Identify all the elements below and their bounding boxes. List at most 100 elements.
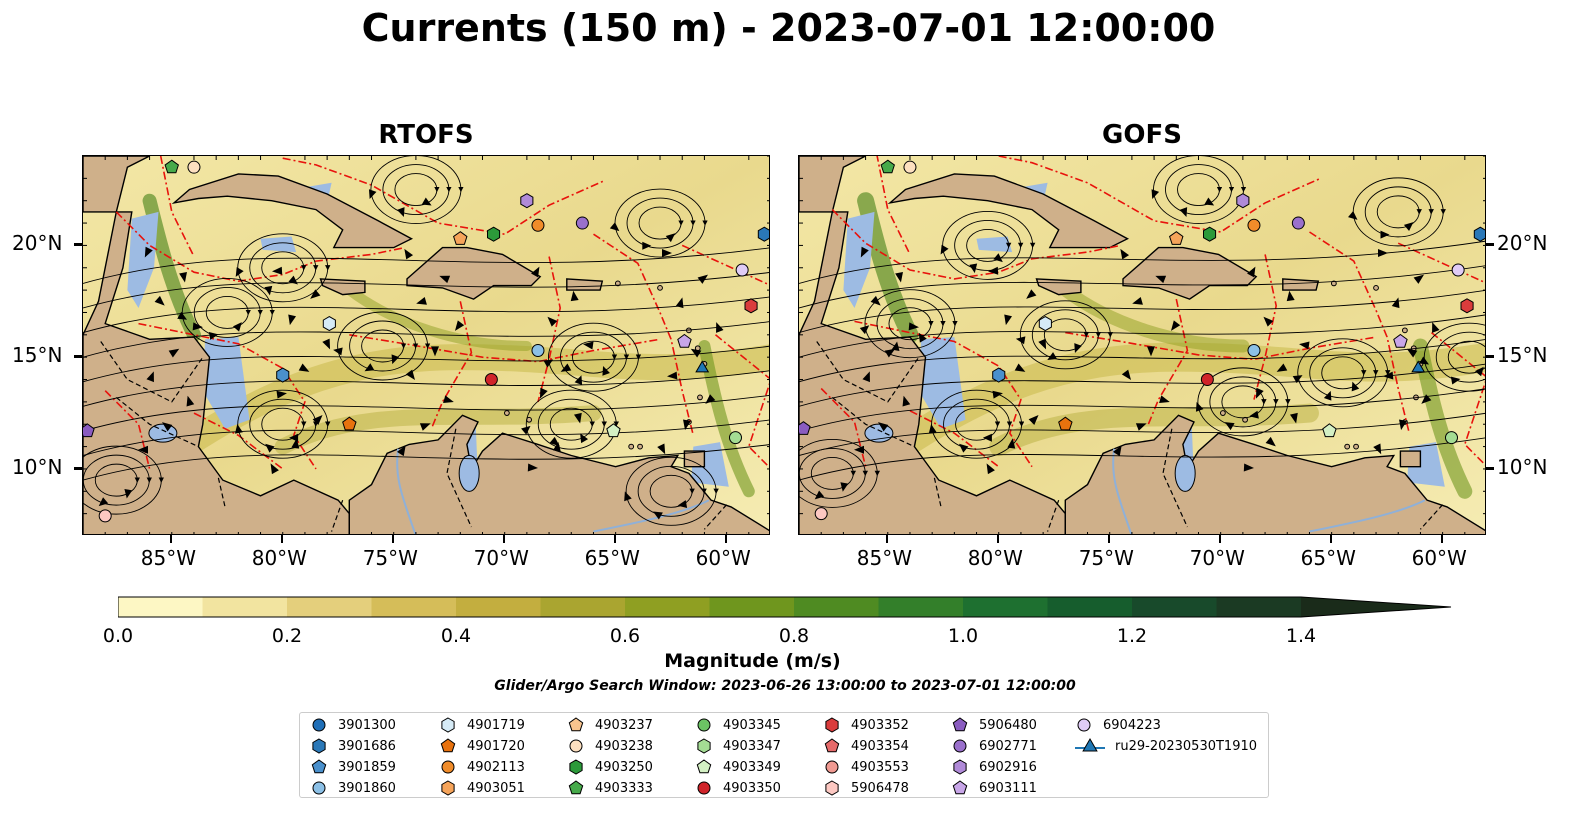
country-border-4	[446, 428, 472, 528]
streamline-arrow	[208, 331, 219, 340]
streamline-arrow	[1179, 207, 1188, 217]
streamline-eddy-5-3	[370, 156, 464, 224]
streamline-arrow	[1348, 211, 1358, 220]
streamline-arrow	[1421, 394, 1432, 404]
streamline-arrow	[895, 271, 903, 283]
legend-shape	[441, 760, 455, 774]
legend-shape	[569, 759, 583, 775]
legend-marker-icon	[953, 739, 967, 753]
eez-boundary-11	[998, 156, 1321, 233]
streamline-arrow	[1028, 415, 1039, 425]
legend-label: 4902113	[467, 759, 525, 775]
streamline-eddy-8-2	[876, 298, 946, 350]
float-marker-14	[1200, 373, 1214, 387]
legend-item: 4903333	[565, 778, 653, 798]
eez-boundary-0	[831, 209, 1121, 280]
legend-item: 4903350	[693, 778, 781, 798]
trinidad-land	[683, 450, 706, 468]
float-marker-8	[1451, 263, 1465, 277]
legend-label: 6902916	[979, 759, 1037, 775]
streamline-arrow	[560, 363, 572, 372]
streamline-flow-2	[799, 388, 1485, 432]
streamline-arrow	[186, 395, 195, 407]
colorbar-tick-label: 1.4	[1285, 625, 1317, 647]
legend-label: 4903354	[851, 738, 909, 754]
streamline-arrow	[1383, 371, 1394, 380]
streamline-arrow	[531, 266, 540, 278]
streamline-arrow	[443, 395, 454, 404]
streamline-arrow	[1004, 314, 1013, 326]
streamline-arrow	[404, 248, 414, 260]
legend-label: 4901720	[467, 738, 525, 754]
island-10	[637, 443, 643, 450]
streamline-flow-5	[83, 321, 769, 358]
legend-shape	[441, 717, 455, 733]
streamline-flow-1	[83, 419, 769, 456]
streamline-eddy-3-3	[1297, 338, 1391, 408]
legend-label: 4903553	[851, 759, 909, 775]
float-marker-5	[487, 226, 501, 242]
streamline-arrow	[192, 322, 203, 331]
shallow-water-0	[843, 211, 875, 308]
float-marker-12	[531, 343, 545, 357]
eez-boundary-1	[138, 322, 317, 470]
legend-item: 4902113	[437, 757, 525, 777]
streamline-arrow	[1224, 422, 1235, 431]
map-gofs	[799, 156, 1485, 534]
streamline-arrow	[265, 443, 275, 453]
legend-item: 4903553	[821, 757, 909, 777]
streamline-flow-7	[83, 272, 769, 309]
streamline-flow-3	[83, 370, 769, 407]
legend-item: 4903352	[821, 715, 909, 735]
legend-label: 4903350	[723, 780, 781, 796]
country-border-2	[217, 477, 226, 508]
streamline-flow-2	[83, 394, 769, 432]
legend-label: 4903349	[723, 759, 781, 775]
legend-shape	[824, 738, 840, 753]
streamline-arrow	[235, 267, 244, 277]
streamline-arrow	[859, 325, 870, 335]
streamline-arrow	[662, 249, 672, 258]
streamline-arrow	[264, 285, 273, 296]
colorbar-segment	[371, 597, 457, 617]
y-tick-mark	[1486, 243, 1494, 247]
x-tick-label: 85°W	[140, 546, 196, 570]
legend-marker-icon	[825, 760, 839, 774]
streamline-arrow	[138, 445, 148, 454]
country-border-5	[1419, 504, 1444, 530]
x-tick-label: 65°W	[584, 546, 640, 570]
lake-maracaibo	[1174, 454, 1196, 492]
streamline-arrow	[1243, 463, 1254, 472]
x-tick-label: 65°W	[1300, 546, 1356, 570]
streamline-eddy-1-3	[1019, 300, 1114, 370]
streamline-arrow	[1121, 369, 1132, 380]
x-tick-label: 60°W	[695, 546, 751, 570]
legend-marker-icon	[441, 760, 455, 774]
streamline-arrow	[870, 295, 881, 306]
float-marker-11	[1393, 333, 1408, 348]
streamline-arrow	[1263, 316, 1274, 327]
x-tick-label: 75°W	[362, 546, 418, 570]
legend-item: 4901720	[437, 736, 525, 756]
streamline-eddy-2-3	[237, 389, 331, 459]
map-panel-rtofs[interactable]	[82, 155, 770, 535]
legend-label: 6903111	[979, 780, 1037, 796]
colorbar-segment	[709, 597, 795, 617]
streamline-eddy-3-2	[1309, 347, 1379, 399]
lake-nicaragua	[864, 423, 894, 443]
map-panel-gofs[interactable]	[798, 155, 1486, 535]
streamline-arrow	[298, 363, 310, 372]
streamline-eddy-8-2	[537, 398, 607, 450]
float-marker-4	[1247, 218, 1261, 232]
legend-label: 4903333	[595, 780, 653, 796]
float-marker-8	[735, 263, 749, 277]
legend-label: 4903051	[467, 780, 525, 796]
streamline-arrow	[860, 246, 869, 258]
streamline-arrow	[1074, 343, 1082, 353]
legend-marker-icon	[568, 717, 584, 732]
streamline-arrow	[364, 363, 375, 372]
streamline-arrow	[1112, 445, 1122, 457]
legend-item: 4903347	[693, 736, 781, 756]
streamline-arrow	[1474, 366, 1484, 377]
float-marker-19	[83, 423, 95, 438]
